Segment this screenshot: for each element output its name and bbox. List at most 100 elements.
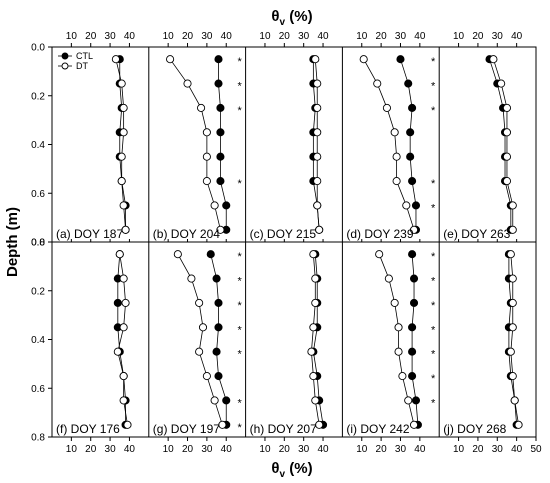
x-tick-label-bottom: 10	[453, 444, 465, 455]
series-line-dt	[493, 59, 514, 230]
series-line-ctl	[489, 59, 512, 230]
series-line-dt	[169, 58, 221, 230]
panel-label: (i) DOY 242	[346, 422, 409, 436]
data-point-dt	[119, 396, 128, 405]
data-point-dt	[502, 128, 512, 137]
data-point-dt	[183, 79, 192, 88]
data-point-dt	[121, 225, 130, 234]
x-tick-label-top: 40	[221, 31, 233, 42]
data-point-dt	[508, 225, 517, 234]
x-tick-label-bottom: 10	[163, 444, 175, 455]
data-point-dt	[202, 128, 211, 137]
series-line-ctl	[312, 254, 324, 425]
y-tick-label: 0.8	[31, 238, 45, 249]
data-point-dt	[315, 420, 324, 429]
panel-label: (e) DOY 263	[443, 227, 510, 241]
x-tick-label-top: 20	[279, 31, 291, 42]
data-point-dt	[508, 372, 517, 381]
x-tick-label-bottom: 10	[66, 444, 78, 455]
data-point-dt	[218, 420, 227, 429]
data-point-ctl	[406, 152, 415, 161]
data-point-dt	[508, 274, 517, 283]
data-point-dt	[210, 396, 219, 405]
data-point-dt	[111, 55, 120, 64]
data-point-dt	[502, 152, 512, 161]
data-point-dt	[115, 250, 124, 259]
x-tick-label-bottom: 20	[472, 444, 484, 455]
significance-star: *	[431, 56, 436, 68]
data-point-dt	[119, 372, 128, 381]
panel-label: (g) DOY 197	[153, 422, 220, 436]
x-tick-label-top: 30	[395, 31, 407, 42]
x-tick-label-top: 40	[511, 31, 523, 42]
data-point-ctl	[216, 128, 225, 137]
x-tick-label-top: 20	[376, 31, 388, 42]
y-tick-label: 0.0	[31, 43, 45, 54]
data-point-dt	[313, 201, 322, 210]
x-tick-label-top: 20	[472, 31, 484, 42]
series-line-dt	[117, 254, 128, 425]
data-point-dt	[373, 79, 382, 88]
data-point-ctl	[409, 298, 419, 307]
x-tick-label-top: 40	[317, 31, 329, 42]
data-point-ctl	[411, 201, 421, 210]
data-point-dt	[313, 103, 322, 112]
series-line-ctl	[312, 59, 320, 230]
data-point-ctl	[408, 177, 417, 186]
significance-star: *	[237, 422, 242, 434]
data-point-dt	[489, 55, 498, 64]
data-point-dt	[502, 177, 512, 186]
data-point-dt	[508, 201, 517, 210]
series-line-dt	[378, 254, 415, 425]
x-tick-label-bottom: 50	[530, 444, 542, 455]
data-point-ctl	[206, 250, 215, 259]
panel-label: (j) DOY 268	[443, 422, 506, 436]
data-point-dt	[404, 396, 413, 405]
x-tick-label-top: 30	[298, 31, 310, 42]
significance-star: *	[237, 397, 242, 409]
y-tick-label: 0.4	[31, 140, 45, 151]
data-point-dt	[359, 55, 368, 64]
legend-label: DT	[76, 61, 88, 71]
x-tick-label-bottom: 20	[85, 444, 97, 455]
data-point-dt	[497, 79, 506, 88]
data-point-dt	[309, 323, 318, 332]
significance-star: *	[431, 349, 436, 361]
data-point-dt	[506, 250, 515, 259]
significance-star: *	[237, 81, 242, 93]
data-point-ctl	[411, 396, 421, 405]
data-point-dt	[398, 372, 407, 381]
data-point-dt	[502, 103, 512, 112]
legend-label: CTL	[76, 51, 93, 61]
x-tick-label-top: 20	[85, 31, 97, 42]
data-point-dt	[119, 274, 128, 283]
data-point-ctl	[216, 103, 225, 112]
data-point-ctl	[222, 201, 231, 210]
data-point-dt	[311, 396, 320, 405]
data-point-ctl	[214, 323, 223, 332]
y-tick-label: 0.2	[31, 91, 45, 102]
data-point-dt	[392, 152, 401, 161]
data-point-dt	[119, 201, 128, 210]
x-tick-label-bottom: 20	[376, 444, 388, 455]
data-point-ctl	[214, 298, 223, 307]
series-line-dt	[363, 58, 415, 230]
x-tick-label-top: 10	[163, 31, 175, 42]
x-tick-label-bottom: 30	[395, 444, 407, 455]
panel-label: (f) DOY 176	[56, 422, 120, 436]
data-point-dt	[119, 323, 128, 332]
legend-marker	[61, 62, 69, 70]
x-tick-label-bottom: 30	[201, 444, 213, 455]
data-point-dt	[409, 420, 419, 429]
significance-star: *	[431, 251, 436, 263]
data-point-dt	[119, 103, 128, 112]
data-point-dt	[402, 201, 411, 210]
y-axis-title: Depth (m)	[4, 207, 21, 277]
x-tick-label-bottom: 30	[105, 444, 117, 455]
data-point-ctl	[408, 250, 417, 259]
y-tick-label: 0.6	[31, 189, 45, 200]
data-point-dt	[173, 250, 182, 259]
data-point-ctl	[222, 396, 231, 405]
series-line-ctl	[117, 254, 126, 425]
